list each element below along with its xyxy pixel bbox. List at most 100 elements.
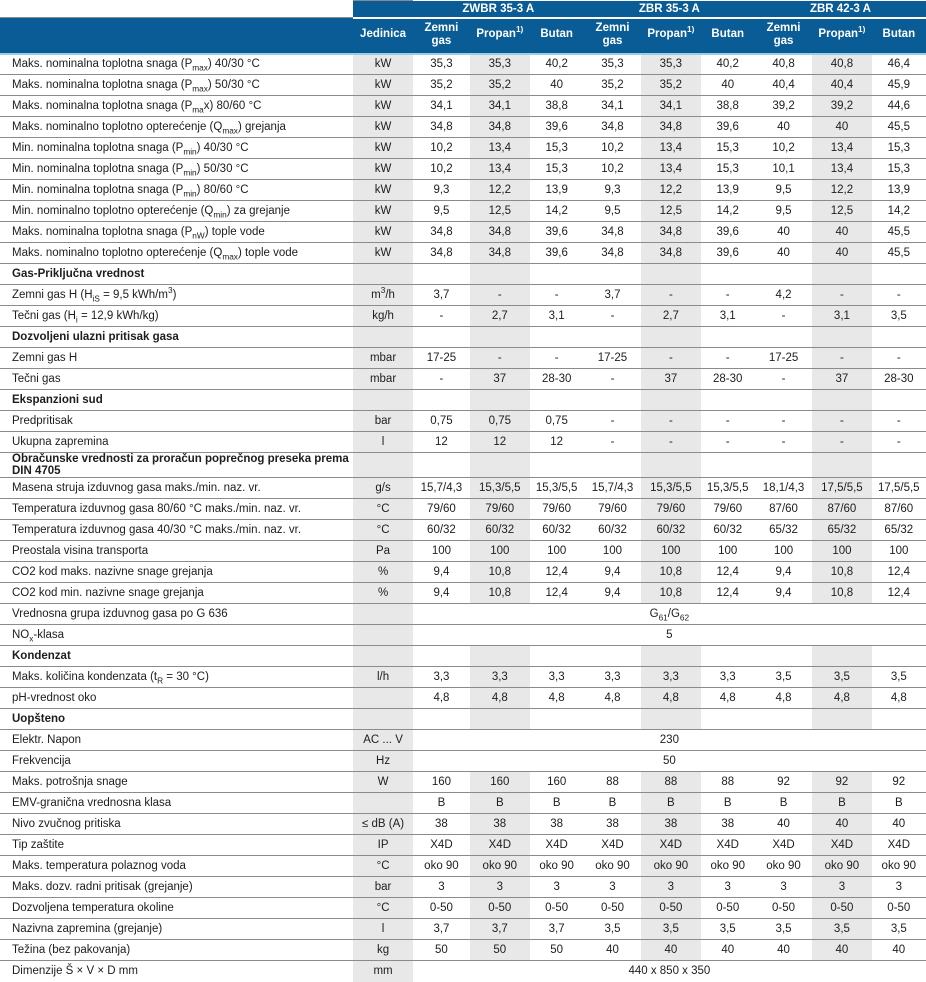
column-header-row: Jedinica Zemni gas Propan1) Butan Zemni ga…	[0, 17, 926, 55]
row-value: 88	[700, 771, 755, 793]
table-header: ZWBR 35-3 A ZBR 35-3 A ZBR 42-3 A Jedini…	[0, 0, 926, 55]
section-empty-cell	[353, 326, 413, 348]
row-value: X4D	[812, 834, 872, 856]
row-value: 100	[871, 540, 926, 562]
row-value: 35,2	[412, 74, 471, 96]
row-value: 9,4	[583, 561, 642, 583]
row-value: 38	[641, 813, 701, 835]
row-value: 38,8	[529, 95, 584, 117]
row-value: 10,1	[754, 158, 813, 180]
row-value: 10,8	[812, 561, 872, 583]
row-value: 34,8	[470, 116, 530, 138]
row-value: 10,8	[641, 561, 701, 583]
row-value: 40	[812, 116, 872, 138]
row-value: 45,5	[871, 242, 926, 264]
row-label: Tečni gas	[0, 368, 354, 390]
table-row: Tip zaštite IP X4D X4D X4D X4D X4D X4D X4D X4D X4D	[0, 834, 926, 856]
row-value: -	[529, 347, 584, 369]
row-value: 39,2	[812, 95, 872, 117]
row-value: X4D	[412, 834, 471, 856]
row-merged-value: 50	[412, 750, 926, 772]
row-value: 60/32	[641, 519, 701, 541]
row-value: 34,8	[641, 242, 701, 264]
row-unit: kW	[353, 242, 413, 264]
row-unit: °C	[353, 519, 413, 541]
row-value: 35,3	[641, 53, 701, 75]
table-row: CO2 kod min. nazivne snage grejanja% 9,4 1…	[0, 582, 926, 604]
row-value: 12,2	[470, 179, 530, 201]
row-label: EMV-granična vrednosna klasa	[0, 792, 354, 814]
row-unit: mbar	[353, 347, 413, 369]
row-value: 34,8	[412, 116, 471, 138]
row-value: 0-50	[412, 897, 471, 919]
row-value: 79/60	[470, 498, 530, 520]
table-row: Predpritisak bar 0,75 0,75 0,75- - - - - -	[0, 410, 926, 432]
row-value: 17-25	[412, 347, 471, 369]
row-value: 3,5	[583, 918, 642, 940]
row-label: Ukupna zapremina	[0, 431, 354, 453]
row-value: oko 90	[700, 855, 755, 877]
section-empty-cell	[754, 708, 813, 730]
row-value: 15,3	[529, 137, 584, 159]
row-value: 12,4	[700, 582, 755, 604]
section-empty-cell	[412, 389, 471, 411]
row-value: 39,6	[529, 242, 584, 264]
row-unit: bar	[353, 876, 413, 898]
row-value: 3,3	[583, 666, 642, 688]
row-value: 0-50	[529, 897, 584, 919]
table-row: Maks. nominalno toplotno opterećenje (Qm…	[0, 116, 926, 138]
table-row: Maks. nominalna toplotna snaga (Pmax) 40…	[0, 53, 926, 75]
row-unit: kW	[353, 74, 413, 96]
column-header-zemni-gas-1: Zemni gas	[412, 17, 471, 55]
row-value: B	[812, 792, 872, 814]
section-empty-cell	[871, 389, 926, 411]
row-value: 3,3	[700, 666, 755, 688]
section-empty-cell	[470, 263, 530, 285]
row-value: B	[583, 792, 642, 814]
section-title: Kondenzat	[0, 645, 354, 667]
row-value: 3	[700, 876, 755, 898]
row-value: 3	[871, 876, 926, 898]
row-value: B	[641, 792, 701, 814]
row-merged-value: 230	[412, 729, 926, 751]
row-unit	[353, 792, 413, 814]
row-label: Predpritisak	[0, 410, 354, 432]
row-value: -	[700, 410, 755, 432]
row-value: 39,6	[700, 242, 755, 264]
row-value: 4,8	[529, 687, 584, 709]
row-value: 40	[754, 242, 813, 264]
row-value: 3,1	[529, 305, 584, 327]
row-value: 15,3/5,5	[529, 477, 584, 499]
row-value: B	[412, 792, 471, 814]
row-value: -	[754, 431, 813, 453]
row-unit: %	[353, 582, 413, 604]
row-value: 4,8	[700, 687, 755, 709]
row-unit: Hz	[353, 750, 413, 772]
row-value: 12	[529, 431, 584, 453]
row-value: 40	[812, 939, 872, 961]
row-label: pH-vrednost oko	[0, 687, 354, 709]
row-value: 15,3	[700, 137, 755, 159]
row-value: oko 90	[641, 855, 701, 877]
row-value: 0-50	[812, 897, 872, 919]
row-value: 38	[529, 813, 584, 835]
row-value: 15,3	[871, 137, 926, 159]
row-value: 39,6	[700, 116, 755, 138]
row-value: 12	[412, 431, 471, 453]
row-value: 9,5	[583, 200, 642, 222]
row-value: 79/60	[700, 498, 755, 520]
row-value: 0-50	[700, 897, 755, 919]
row-unit: m3/h	[353, 284, 413, 306]
table-row: NOx-klasa 5	[0, 624, 926, 646]
row-value: oko 90	[529, 855, 584, 877]
row-value: 12,4	[529, 561, 584, 583]
row-label: Tip zaštite	[0, 834, 354, 856]
row-value: -	[641, 431, 701, 453]
row-unit	[353, 687, 413, 709]
row-value: 0-50	[754, 897, 813, 919]
row-value: 3,7	[470, 918, 530, 940]
row-value: 12,5	[470, 200, 530, 222]
row-value: 12,4	[529, 582, 584, 604]
section-empty-cell	[412, 452, 471, 478]
row-value: X4D	[641, 834, 701, 856]
